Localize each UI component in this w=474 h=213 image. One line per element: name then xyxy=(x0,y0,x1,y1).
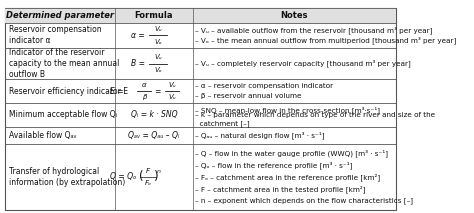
Text: Reservoir compensation
indicator α: Reservoir compensation indicator α xyxy=(9,25,101,45)
Text: – Qₐᵤ – natural design flow [m³ · s⁻¹]: – Qₐᵤ – natural design flow [m³ · s⁻¹] xyxy=(195,131,325,139)
Text: – Qₒ – flow in the reference profile [m³ · s⁻¹]: – Qₒ – flow in the reference profile [m³… xyxy=(195,161,353,169)
Text: β: β xyxy=(142,95,146,101)
Text: E =: E = xyxy=(109,87,126,96)
Text: Q = Qₒ: Q = Qₒ xyxy=(109,172,136,181)
Text: Indicator of the reservoir
capacity to the mean annual
outflow B: Indicator of the reservoir capacity to t… xyxy=(9,48,119,79)
Text: – F – catchment area in the tested profile [km²]: – F – catchment area in the tested profi… xyxy=(195,185,366,193)
Text: α: α xyxy=(142,82,146,88)
Text: (: ( xyxy=(139,170,144,183)
Text: n: n xyxy=(157,169,161,174)
Text: – Vₒ – the mean annual outflow from multiperiod [thousand m³ per year]: – Vₒ – the mean annual outflow from mult… xyxy=(195,36,456,44)
Text: – n – exponent which depends on the flow characteristics [–]: – n – exponent which depends on the flow… xyxy=(195,197,413,204)
Text: – k – parameter which depends on type of the river and size of the
  catchment [: – k – parameter which depends on type of… xyxy=(195,112,436,127)
Text: ): ) xyxy=(153,170,157,183)
Text: Vᵤ: Vᵤ xyxy=(168,82,175,88)
Text: Formula: Formula xyxy=(135,11,173,20)
Text: – Vᵤ – available outflow from the reservoir [thousand m³ per year]: – Vᵤ – available outflow from the reserv… xyxy=(195,27,433,34)
Text: Determined parameter: Determined parameter xyxy=(6,11,114,20)
Text: Vₒ: Vₒ xyxy=(154,39,162,45)
Text: α =: α = xyxy=(131,31,147,40)
Text: Notes: Notes xyxy=(281,11,308,20)
Text: Qᵢ = k · SNQ: Qᵢ = k · SNQ xyxy=(130,110,177,119)
Text: – SNQ – mean-low flow in the cross-section [m³·s⁻¹]: – SNQ – mean-low flow in the cross-secti… xyxy=(195,106,380,114)
Text: F: F xyxy=(146,168,150,174)
Text: Transfer of hydrological
information (by extrapolation): Transfer of hydrological information (by… xyxy=(9,167,125,187)
Text: Reservoir efficiency indicator E: Reservoir efficiency indicator E xyxy=(9,87,128,96)
Text: Vᵤ: Vᵤ xyxy=(154,54,162,60)
Text: Fₒ: Fₒ xyxy=(145,180,151,186)
Text: B =: B = xyxy=(131,59,147,68)
Text: Available flow Qₐᵥ: Available flow Qₐᵥ xyxy=(9,131,76,140)
Text: =: = xyxy=(155,87,161,96)
Bar xyxy=(5,8,396,23)
Text: – Vᵤ – completely reservoir capacity [thousand m³ per year]: – Vᵤ – completely reservoir capacity [th… xyxy=(195,60,411,67)
Text: Vᵤ: Vᵤ xyxy=(154,26,162,32)
Text: – β – reservoir annual volume: – β – reservoir annual volume xyxy=(195,93,302,99)
Text: Vᵤ: Vᵤ xyxy=(168,95,175,101)
Text: Qₐᵥ = Qₐᵤ – Qᵢ: Qₐᵥ = Qₐᵤ – Qᵢ xyxy=(128,131,180,140)
Text: Vₒ: Vₒ xyxy=(154,67,162,73)
Text: – Fₒ – catchment area in the reference profile [km²]: – Fₒ – catchment area in the reference p… xyxy=(195,173,381,181)
Text: – Q – flow in the water gauge profile (WWQ) [m³ · s⁻¹]: – Q – flow in the water gauge profile (W… xyxy=(195,149,388,157)
Text: Minimum acceptable flow Qᵢ: Minimum acceptable flow Qᵢ xyxy=(9,110,117,119)
Text: – α – reservoir compensation indicator: – α – reservoir compensation indicator xyxy=(195,83,333,89)
